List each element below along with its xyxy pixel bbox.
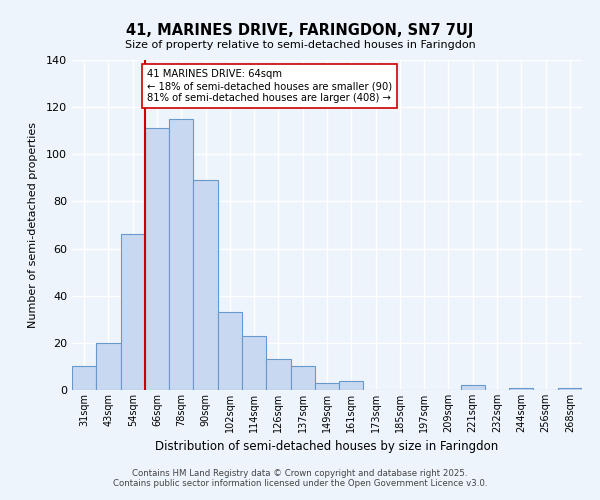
Text: Size of property relative to semi-detached houses in Faringdon: Size of property relative to semi-detach…: [125, 40, 475, 50]
Bar: [290, 366, 315, 390]
Bar: [218, 312, 242, 390]
Text: Contains public sector information licensed under the Open Government Licence v3: Contains public sector information licen…: [113, 479, 487, 488]
Bar: [169, 119, 193, 390]
Bar: [315, 383, 339, 390]
Y-axis label: Number of semi-detached properties: Number of semi-detached properties: [28, 122, 38, 328]
X-axis label: Distribution of semi-detached houses by size in Faringdon: Distribution of semi-detached houses by …: [155, 440, 499, 454]
Text: 41, MARINES DRIVE, FARINGDON, SN7 7UJ: 41, MARINES DRIVE, FARINGDON, SN7 7UJ: [127, 22, 473, 38]
Bar: [96, 343, 121, 390]
Bar: [266, 360, 290, 390]
Bar: [72, 366, 96, 390]
Bar: [339, 380, 364, 390]
Bar: [145, 128, 169, 390]
Bar: [121, 234, 145, 390]
Bar: [509, 388, 533, 390]
Text: Contains HM Land Registry data © Crown copyright and database right 2025.: Contains HM Land Registry data © Crown c…: [132, 469, 468, 478]
Bar: [193, 180, 218, 390]
Text: 41 MARINES DRIVE: 64sqm
← 18% of semi-detached houses are smaller (90)
81% of se: 41 MARINES DRIVE: 64sqm ← 18% of semi-de…: [147, 70, 392, 102]
Bar: [242, 336, 266, 390]
Bar: [461, 386, 485, 390]
Bar: [558, 388, 582, 390]
